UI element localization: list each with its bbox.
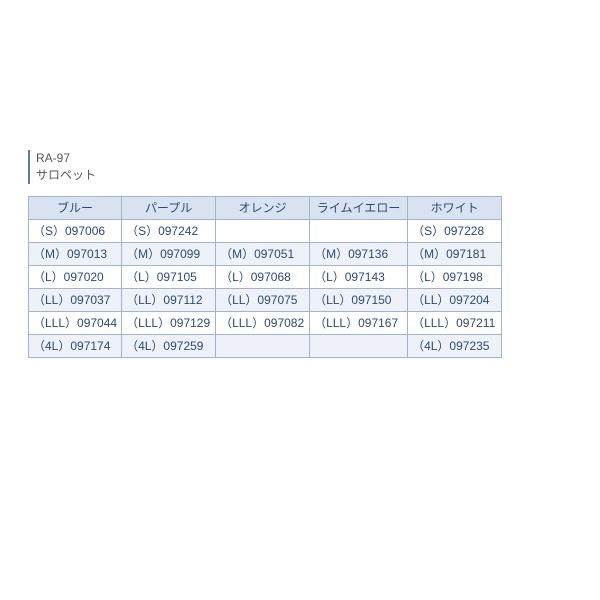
column-header: ホワイト (408, 196, 502, 219)
title-block: RA-97 サロペット (28, 150, 600, 184)
cell: （S）097006 (29, 219, 122, 242)
table-row: （L）097020 （L）097105 （L）097068 （L）097143 … (29, 265, 502, 288)
cell: （M）097099 (122, 242, 216, 265)
cell (310, 334, 408, 357)
cell: （4L）097235 (408, 334, 502, 357)
cell: （M）097013 (29, 242, 122, 265)
cell (216, 334, 310, 357)
table-row: （4L）097174 （4L）097259 （4L）097235 (29, 334, 502, 357)
cell: （LLL）097167 (310, 311, 408, 334)
table-row: （S）097006 （S）097242 （S）097228 (29, 219, 502, 242)
table-header-row: ブルー パープル オレンジ ライムイエロー ホワイト (29, 196, 502, 219)
table-row: （LLL）097044 （LLL）097129 （LLL）097082 （LLL… (29, 311, 502, 334)
cell: （LL）097075 (216, 288, 310, 311)
cell: （LL）097112 (122, 288, 216, 311)
size-color-table: ブルー パープル オレンジ ライムイエロー ホワイト （S）097006 （S）… (28, 196, 502, 358)
cell: （M）097051 (216, 242, 310, 265)
cell: （LLL）097129 (122, 311, 216, 334)
cell: （S）097228 (408, 219, 502, 242)
column-header: ブルー (29, 196, 122, 219)
table-row: （LL）097037 （LL）097112 （LL）097075 （LL）097… (29, 288, 502, 311)
column-header: パープル (122, 196, 216, 219)
column-header: ライムイエロー (310, 196, 408, 219)
column-header: オレンジ (216, 196, 310, 219)
cell: （L）097068 (216, 265, 310, 288)
cell: （LLL）097082 (216, 311, 310, 334)
cell: （S）097242 (122, 219, 216, 242)
cell: （M）097181 (408, 242, 502, 265)
cell: （4L）097174 (29, 334, 122, 357)
cell (310, 219, 408, 242)
product-name: サロペット (36, 167, 600, 184)
cell: （M）097136 (310, 242, 408, 265)
product-code: RA-97 (36, 150, 600, 167)
cell: （LL）097150 (310, 288, 408, 311)
cell: （L）097020 (29, 265, 122, 288)
cell: （L）097198 (408, 265, 502, 288)
cell: （L）097143 (310, 265, 408, 288)
cell: （LL）097037 (29, 288, 122, 311)
cell: （LLL）097044 (29, 311, 122, 334)
cell: （L）097105 (122, 265, 216, 288)
table-row: （M）097013 （M）097099 （M）097051 （M）097136 … (29, 242, 502, 265)
cell (216, 219, 310, 242)
cell: （4L）097259 (122, 334, 216, 357)
cell: （LL）097204 (408, 288, 502, 311)
cell: （LLL）097211 (408, 311, 502, 334)
page-container: RA-97 サロペット ブルー パープル オレンジ ライムイエロー ホワイト （… (0, 0, 600, 358)
